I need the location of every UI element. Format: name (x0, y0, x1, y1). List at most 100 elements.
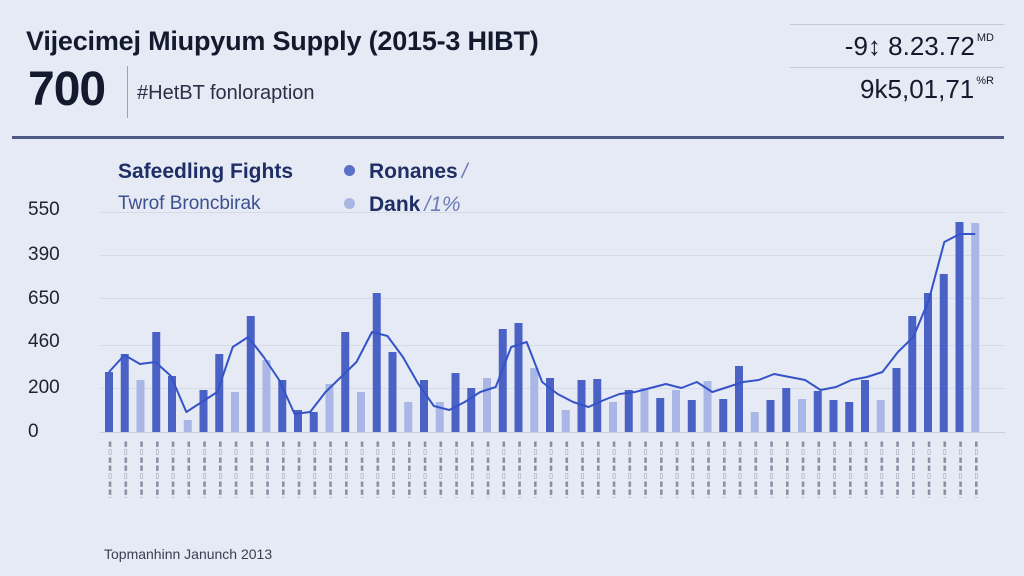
bar (357, 392, 365, 432)
bar (246, 316, 255, 432)
x-tick-label: ▮▯▮▮▯▮▮▯▮▮▯▮ (216, 440, 224, 498)
legend-item-dank[interactable]: Dank/1% (344, 193, 461, 217)
bar (483, 378, 491, 432)
gridline (100, 255, 1005, 256)
bar (105, 372, 113, 432)
bar (687, 400, 696, 432)
x-tick-label: ▮▯▮▮▯▮▮▯▮▮▯▮ (578, 440, 586, 498)
bar (404, 402, 413, 432)
x-tick-label: ▮▯▮▮▯▮▮▯▮▮▯▮ (783, 440, 791, 498)
legend-suffix: /1% (424, 193, 461, 216)
bar (750, 412, 759, 432)
legend-suffix: / (461, 160, 468, 183)
bar (939, 274, 948, 432)
x-tick-label: ▮▯▮▮▯▮▮▯▮▮▯▮ (232, 440, 239, 498)
stat-primary-value: -9↕ 8.23.72 (844, 31, 975, 61)
bar (231, 392, 239, 432)
headline-number: 700 (28, 63, 106, 116)
x-tick-label: ▮▯▮▮▯▮▮▯▮▮▯▮ (405, 440, 413, 498)
bar (278, 380, 287, 432)
x-tick-label: ▮▯▮▮▯▮▮▯▮▮▯▮ (342, 440, 350, 498)
x-tick-label: ▮▯▮▮▯▮▮▯▮▮▯▮ (972, 440, 980, 498)
x-tick-label: ▮▯▮▮▯▮▮▯▮▮▯▮ (326, 440, 334, 498)
x-tick-label: ▮▯▮▮▯▮▮▯▮▮▯▮ (547, 440, 554, 498)
bar (514, 323, 523, 432)
x-tick-label: ▮▯▮▮▯▮▮▯▮▮▯▮ (263, 440, 271, 498)
x-tick-label: ▮▯▮▮▯▮▮▯▮▮▯▮ (153, 440, 161, 498)
y-tick-label: 550 (28, 199, 60, 220)
y-tick-label: 0 (28, 421, 39, 442)
bar (955, 222, 964, 432)
x-tick-label: ▮▯▮▮▯▮▮▯▮▮▯▮ (499, 440, 507, 498)
footer-note: Topmanhinn Janunch 2013 (104, 546, 273, 562)
bar (530, 368, 539, 432)
bar (451, 373, 460, 432)
x-tick-label: ▮▯▮▮▯▮▮▯▮▮▯▮ (421, 440, 428, 498)
bar (813, 391, 822, 432)
bar (829, 400, 838, 432)
x-tick-label: ▮▯▮▮▯▮▮▯▮▮▯▮ (106, 440, 113, 498)
bar (199, 390, 208, 432)
legend-dot-icon (344, 164, 355, 176)
legend-dot-icon (344, 197, 355, 209)
x-tick-label: ▮▯▮▮▯▮▮▯▮▮▯▮ (704, 440, 712, 498)
stat-secondary-value: 9k5,01,71 (860, 74, 975, 104)
x-tick-label: ▮▯▮▮▯▮▮▯▮▮▯▮ (673, 440, 680, 498)
x-tick-label: ▮▯▮▮▯▮▮▯▮▮▯▮ (121, 440, 129, 498)
stat-primary: -9↕ 8.23.72 MD (790, 25, 1004, 67)
bar (467, 388, 476, 432)
bar (388, 352, 397, 432)
bar (798, 399, 806, 432)
stat-secondary: 9k5,01,71 %R (790, 68, 1004, 110)
bar (420, 380, 428, 432)
bar (136, 380, 145, 432)
x-tick-label: ▮▯▮▮▯▮▮▯▮▮▯▮ (940, 440, 948, 498)
x-tick-label: ▮▯▮▮▯▮▮▯▮▮▯▮ (751, 440, 759, 498)
y-tick-label: 460 (28, 331, 60, 352)
x-tick-label: ▮▯▮▮▯▮▮▯▮▮▯▮ (799, 440, 806, 498)
x-tick-label: ▮▯▮▮▯▮▮▯▮▮▯▮ (610, 440, 617, 498)
x-tick-label: ▮▯▮▮▯▮▮▯▮▮▯▮ (862, 440, 869, 498)
legend-label: Dank (369, 193, 421, 216)
x-tick-label: ▮▯▮▮▯▮▮▯▮▮▯▮ (531, 440, 539, 498)
x-axis-labels: ▮▯▮▮▯▮▮▯▮▮▯▮ ▮▯▮▮▯▮▮▯▮▮▯▮ ▮▯▮▮▯▮▮▯▮▮▯▮ ▮▯▮▮… (100, 440, 1000, 500)
stat-secondary-unit: %R (976, 75, 994, 87)
legend-label: Ronanes (369, 160, 458, 183)
bar (861, 380, 869, 432)
x-tick-label: ▮▯▮▮▯▮▮▯▮▮▯▮ (169, 440, 176, 498)
x-tick-label: ▮▯▮▮▯▮▮▯▮▮▯▮ (515, 440, 523, 498)
bar (719, 399, 728, 432)
bar (766, 400, 775, 432)
x-tick-label: ▮▯▮▮▯▮▮▯▮▮▯▮ (200, 440, 208, 498)
gridline (100, 298, 1005, 299)
bar (908, 316, 917, 432)
x-tick-label: ▮▯▮▮▯▮▮▯▮▮▯▮ (184, 440, 192, 498)
x-tick-label: ▮▯▮▮▯▮▮▯▮▮▯▮ (137, 440, 145, 498)
header-rule (12, 136, 1004, 139)
x-tick-label: ▮▯▮▮▯▮▮▯▮▮▯▮ (641, 440, 649, 498)
bar (372, 293, 381, 432)
x-tick-label: ▮▯▮▮▯▮▮▯▮▮▯▮ (247, 440, 255, 498)
x-tick-label: ▮▯▮▮▯▮▮▯▮▮▯▮ (893, 440, 901, 498)
bar (609, 402, 617, 432)
bar (309, 412, 318, 432)
x-tick-label: ▮▯▮▮▯▮▮▯▮▮▯▮ (736, 440, 743, 498)
x-tick-label: ▮▯▮▮▯▮▮▯▮▮▯▮ (956, 440, 964, 498)
x-tick-label: ▮▯▮▮▯▮▮▯▮▮▯▮ (389, 440, 397, 498)
y-tick-label: 650 (28, 288, 60, 309)
x-tick-label: ▮▯▮▮▯▮▮▯▮▮▯▮ (310, 440, 318, 498)
bar (325, 384, 334, 432)
bar (546, 378, 554, 432)
bar (735, 366, 743, 432)
x-tick-label: ▮▯▮▮▯▮▮▯▮▮▯▮ (279, 440, 287, 498)
bar (971, 223, 980, 432)
x-tick-label: ▮▯▮▮▯▮▮▯▮▮▯▮ (484, 440, 491, 498)
legend-group-subtitle: Twrof Broncbirak (118, 193, 261, 214)
bar (168, 376, 176, 432)
legend-item-ronanes[interactable]: Ronanes / (344, 160, 468, 184)
bar (120, 354, 129, 432)
x-tick-label: ▮▯▮▮▯▮▮▯▮▮▯▮ (909, 440, 917, 498)
trend-line (108, 233, 976, 415)
bar (294, 410, 302, 432)
